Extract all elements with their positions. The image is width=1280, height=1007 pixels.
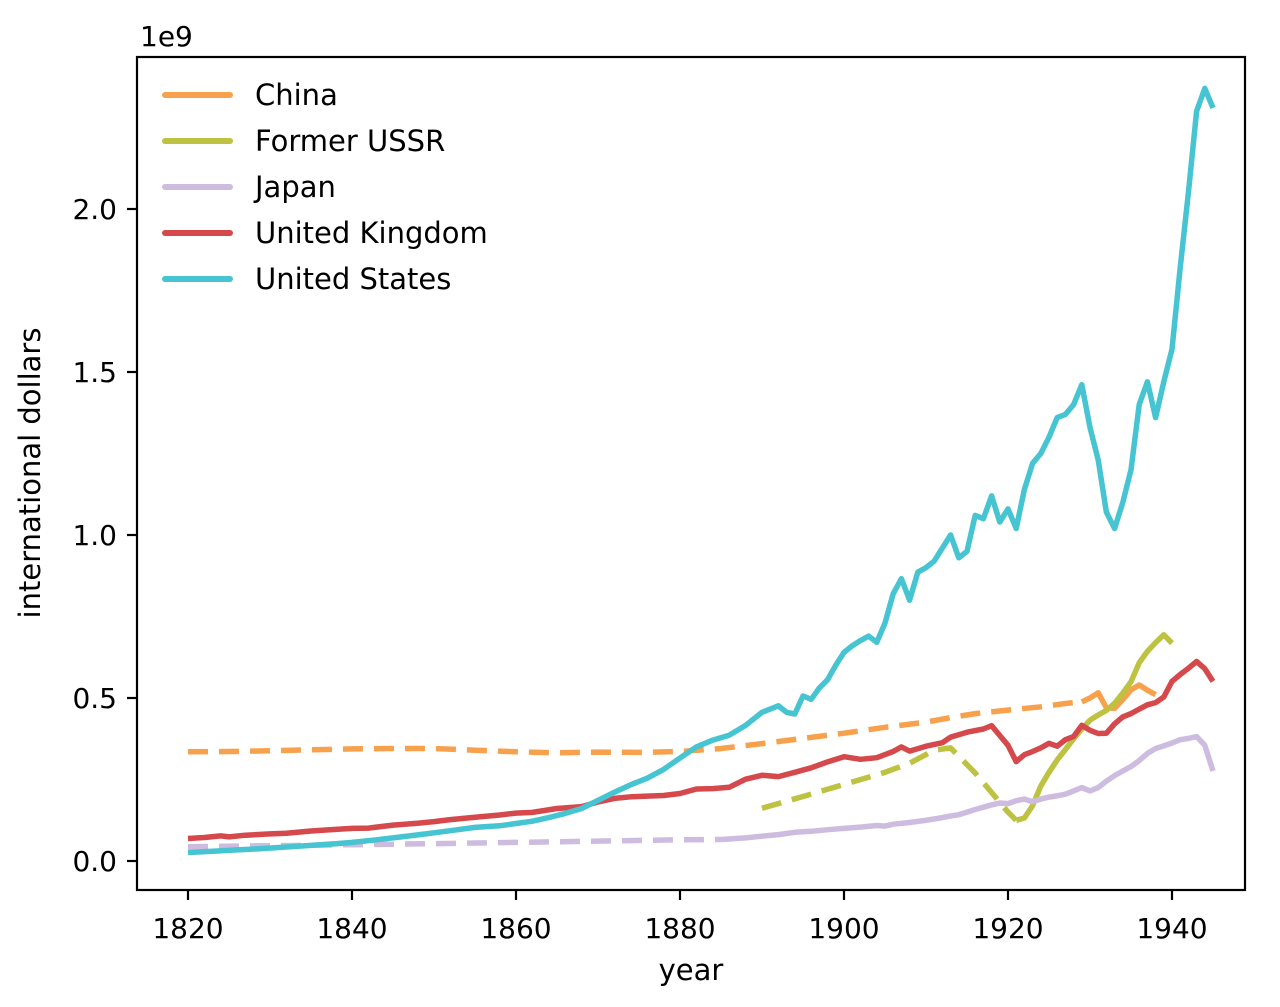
legend-swatch-china <box>162 92 233 98</box>
x-tick-label: 1820 <box>152 912 223 945</box>
legend-label-former-ussr: Former USSR <box>255 123 446 158</box>
y-tick-label: 0.5 <box>72 682 117 715</box>
line-japan <box>720 733 1216 843</box>
legend-swatch-united-states <box>162 276 233 282</box>
line-united-states <box>187 85 1216 856</box>
y-tick-label: 2.0 <box>72 193 117 226</box>
legend-label-united-states: United States <box>255 261 452 296</box>
y-tick-label: 0.0 <box>72 845 117 878</box>
plot-border <box>135 55 1247 892</box>
legend-label-china: China <box>255 77 338 112</box>
x-tick-label: 1880 <box>644 912 715 945</box>
legend: China Former USSR Japan United Kingdom U… <box>162 72 488 302</box>
legend-item-japan: Japan <box>162 164 488 210</box>
y-tick-label: 1.5 <box>72 356 117 389</box>
legend-item-former-ussr: Former USSR <box>162 118 488 164</box>
series-lines <box>187 85 1216 856</box>
legend-swatch-japan <box>162 184 233 190</box>
line-united-kingdom <box>187 658 1216 842</box>
x-tick-label: 1940 <box>1136 912 1207 945</box>
y-axis-offset-text: 1e9 <box>140 20 193 53</box>
x-tick-label: 1920 <box>972 912 1043 945</box>
axes: 1820 1840 1860 1880 1900 1920 1940 0.0 0.5 1.0 1.5… <box>72 55 1247 945</box>
legend-item-united-kingdom: United Kingdom <box>162 210 488 256</box>
y-axis-label: international dollars <box>13 328 47 619</box>
x-tick-label: 1840 <box>316 912 387 945</box>
line-china-dashed <box>187 699 1083 756</box>
legend-label-japan: Japan <box>255 169 336 204</box>
x-axis-label: year <box>659 953 724 987</box>
legend-item-united-states: United States <box>162 256 488 302</box>
line-china <box>1080 682 1157 712</box>
line-former-ussr <box>1015 632 1174 823</box>
x-tick-label: 1900 <box>808 912 879 945</box>
legend-swatch-former-ussr <box>162 138 233 144</box>
x-tick-label: 1860 <box>480 912 551 945</box>
y-tick-label: 1.0 <box>72 519 117 552</box>
line-former-ussr-dashed <box>761 745 1019 823</box>
legend-item-china: China <box>162 72 488 118</box>
legend-label-united-kingdom: United Kingdom <box>255 215 488 250</box>
legend-swatch-united-kingdom <box>162 230 233 236</box>
